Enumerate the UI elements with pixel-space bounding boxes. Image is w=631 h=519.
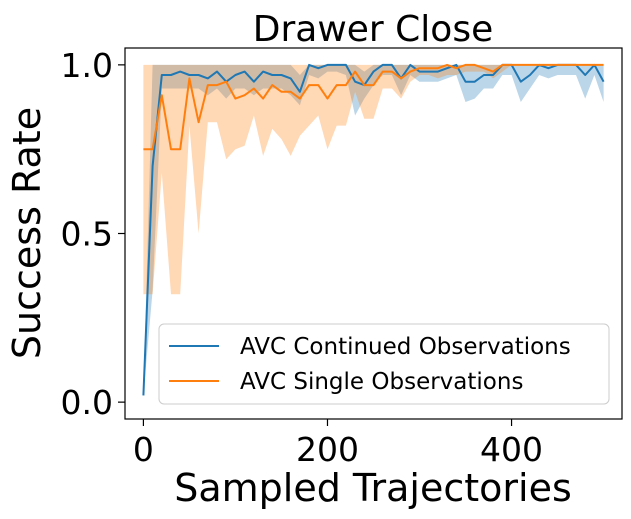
y-tick-label: 1.0 <box>61 46 113 85</box>
legend-label-continued: AVC Continued Observations <box>240 334 571 360</box>
y-axis: 0.0 0.5 1.0 <box>61 46 125 422</box>
y-tick-label: 0.0 <box>61 383 113 422</box>
legend-box <box>158 323 610 405</box>
x-axis-label: Sampled Trajectories <box>174 466 572 510</box>
y-tick-label: 0.5 <box>61 215 113 254</box>
x-tick-label: 0 <box>133 430 154 469</box>
series-line-continued <box>142 63 605 396</box>
plot-area <box>142 63 605 396</box>
chart-title: Drawer Close <box>253 9 494 50</box>
x-tick-label: 400 <box>480 430 543 469</box>
x-axis: 0 200 400 <box>133 419 543 469</box>
legend: AVC Continued Observations AVC Single Ob… <box>158 323 610 405</box>
x-tick-label: 200 <box>296 430 359 469</box>
y-axis-label: Success Rate <box>5 107 49 359</box>
series-line-single <box>143 63 604 151</box>
legend-label-single: AVC Single Observations <box>240 369 523 395</box>
band-single <box>143 64 604 295</box>
